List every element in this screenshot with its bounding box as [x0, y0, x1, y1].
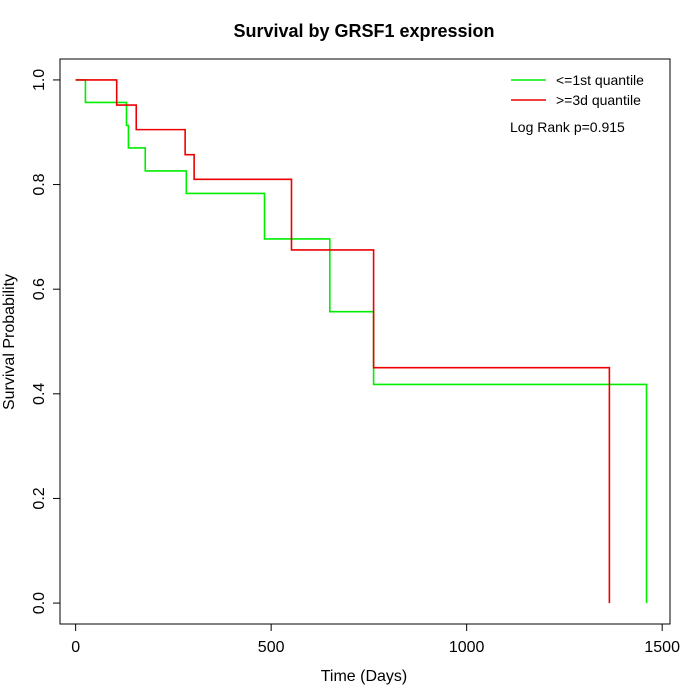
series-line-1: [75, 79, 648, 604]
y-tick-label: 0.4: [31, 383, 48, 405]
series-line-2: [75, 79, 611, 604]
y-axis-label: Survival Probability: [1, 274, 18, 410]
log-rank-annotation: Log Rank p=0.915: [510, 119, 625, 135]
legend: <=1st quantile >=3d quantile: [511, 72, 644, 108]
x-tick-label: 500: [258, 639, 285, 656]
x-axis: 0 500 1000 1500: [71, 623, 680, 656]
y-tick-label: 0.0: [31, 592, 48, 614]
legend-label-2: >=3d quantile: [556, 92, 641, 108]
y-axis: 0.0 0.2 0.4 0.6 0.8 1.0: [31, 69, 61, 614]
x-tick-label: 1500: [644, 639, 680, 656]
x-tick-label: 0: [71, 639, 80, 656]
chart-title: Survival by GRSF1 expression: [233, 21, 494, 41]
legend-label-1: <=1st quantile: [556, 72, 644, 88]
y-tick-label: 0.2: [31, 487, 48, 509]
x-tick-label: 1000: [449, 639, 485, 656]
series-layer: [75, 79, 648, 604]
x-axis-label: Time (Days): [321, 668, 408, 685]
plot-area-frame: [59, 58, 671, 625]
y-tick-label: 1.0: [31, 69, 48, 91]
y-tick-label: 0.6: [31, 278, 48, 300]
y-tick-label: 0.8: [31, 173, 48, 195]
